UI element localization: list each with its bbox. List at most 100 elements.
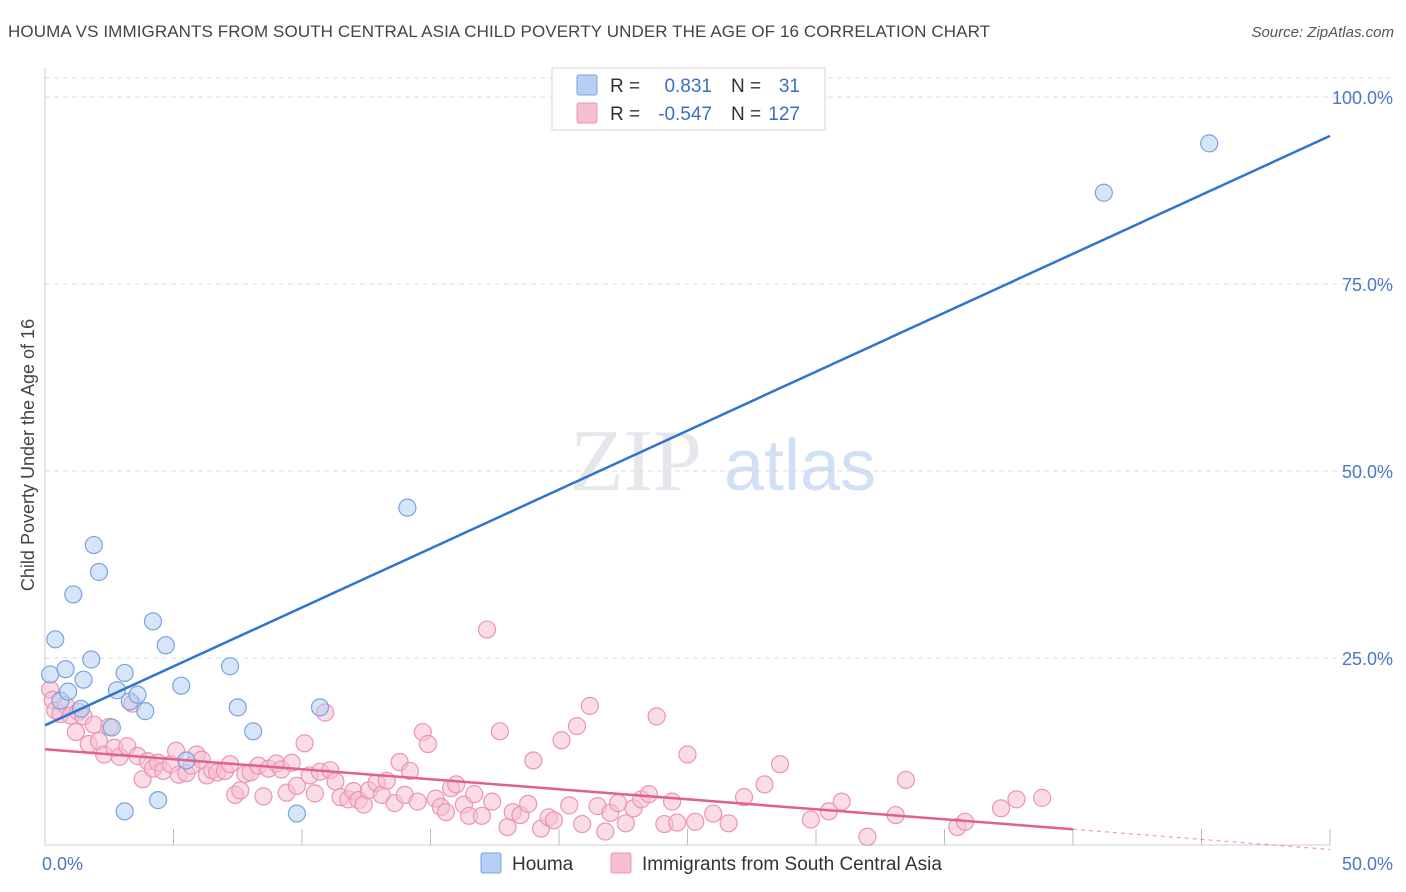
immigrants-point-99 [609, 794, 628, 813]
houma-point-25 [244, 722, 263, 741]
houma-point-13 [115, 663, 134, 683]
y-tick-label-3: 100.0% [1332, 88, 1393, 108]
legend-n-label-immigrants: N = [731, 104, 761, 125]
houma-point-16 [128, 685, 147, 704]
stats-legend: R = 0.831 N = 31 R = -0.547 N = 127 [551, 67, 826, 131]
houma-point-17 [136, 702, 155, 721]
immigrants-trend-extension [1072, 828, 1331, 851]
x-tick-label-1: 50.0% [1342, 854, 1393, 874]
houma-point-3 [56, 660, 75, 679]
immigrants-point-67 [400, 761, 420, 781]
immigrants-point-109 [686, 812, 705, 831]
immigrants-point-41 [254, 787, 273, 806]
immigrants-point-118 [858, 827, 877, 846]
legend-r-label-immigrants: R = [610, 104, 640, 125]
houma-point-21 [172, 676, 191, 695]
houma-point-30 [1200, 134, 1219, 153]
houma-trend-line [44, 134, 1331, 727]
immigrants-point-106 [662, 792, 682, 811]
immigrants-point-113 [755, 775, 774, 794]
immigrants-point-70 [418, 734, 438, 754]
houma-point-9 [84, 535, 103, 555]
y-tick-label-2: 75.0% [1342, 275, 1393, 295]
houma-point-20 [156, 636, 175, 655]
x-tick-label-0: 0.0% [42, 854, 83, 874]
houma-point-10 [89, 562, 109, 582]
immigrants-point-50 [305, 784, 324, 803]
houma-point-19 [148, 791, 168, 810]
immigrants-point-47 [287, 776, 306, 796]
immigrants-point-81 [483, 792, 502, 811]
houma-point-24 [228, 698, 247, 717]
houma-point-5 [64, 585, 83, 604]
immigrants-point-80 [477, 620, 497, 639]
immigrants-point-82 [490, 722, 509, 741]
y-tick-label-0: 25.0% [1342, 649, 1393, 669]
immigrants-point-92 [560, 796, 579, 815]
immigrants-point-95 [580, 696, 599, 715]
y-axis-label: Child Poverty Under the Age of 16 [18, 319, 38, 591]
legend-swatch-houma [576, 74, 598, 96]
houma-point-7 [74, 670, 93, 689]
series-legend-swatch-immigrants [610, 852, 632, 874]
source-credit: Source: ZipAtlas.com [1251, 24, 1394, 41]
houma-point-14 [115, 802, 134, 821]
legend-r-label-houma: R = [610, 76, 640, 97]
immigrants-point-110 [704, 804, 723, 823]
immigrants-point-87 [524, 751, 543, 770]
houma-point-23 [220, 657, 240, 676]
immigrants-points [41, 620, 1052, 846]
immigrants-point-75 [447, 775, 466, 794]
houma-point-26 [287, 804, 306, 823]
houma-point-4 [59, 682, 78, 701]
tick-labels: 25.0% 50.0% 75.0% 100.0% 0.0% 50.0% [42, 88, 1393, 874]
immigrants-point-73 [436, 802, 456, 822]
immigrants-point-91 [552, 731, 571, 750]
immigrants-point-114 [770, 755, 790, 774]
immigrants-point-111 [719, 814, 738, 833]
immigrants-point-94 [573, 814, 592, 834]
immigrants-point-90 [544, 811, 563, 830]
series-legend: Houma Immigrants from South Central Asia [480, 852, 942, 875]
immigrants-point-104 [647, 707, 666, 726]
series-legend-swatch-houma [480, 852, 502, 874]
legend-n-value-houma: 31 [779, 76, 800, 97]
immigrants-point-123 [991, 799, 1011, 818]
watermark-atlas: atlas [724, 426, 876, 506]
houma-point-27 [310, 698, 330, 717]
houma-point-0 [41, 665, 60, 684]
gridlines [45, 77, 1392, 659]
immigrants-point-108 [678, 745, 697, 764]
immigrants-point-103 [639, 785, 659, 804]
immigrants-point-6 [66, 722, 85, 742]
immigrants-point-115 [801, 810, 820, 829]
immigrants-trend-line [44, 748, 1074, 831]
legend-n-label-houma: N = [731, 76, 761, 97]
immigrants-point-68 [408, 792, 427, 811]
legend-r-value-immigrants: -0.547 [658, 104, 712, 125]
immigrants-point-100 [616, 814, 635, 833]
chart-title: HOUMA VS IMMIGRANTS FROM SOUTH CENTRAL A… [8, 22, 991, 41]
immigrants-point-37 [231, 781, 250, 800]
houma-point-29 [1094, 183, 1113, 202]
legend-n-value-immigrants: 127 [768, 104, 800, 125]
trend-lines [44, 134, 1331, 851]
zipatlas-watermark: ZIP atlas [570, 413, 876, 510]
immigrants-point-93 [567, 716, 587, 736]
immigrants-point-86 [519, 794, 538, 813]
legend-swatch-immigrants [576, 102, 598, 124]
houma-point-11 [102, 718, 121, 737]
y-tick-label-1: 50.0% [1342, 462, 1393, 482]
immigrants-point-112 [734, 788, 754, 807]
houma-point-1 [46, 630, 65, 649]
watermark-zip: ZIP [570, 413, 702, 510]
houma-point-18 [143, 612, 163, 631]
immigrants-point-117 [832, 792, 851, 811]
immigrants-point-107 [668, 813, 687, 832]
immigrants-point-10 [84, 715, 103, 734]
immigrants-point-78 [465, 785, 484, 804]
immigrants-point-120 [896, 770, 916, 790]
immigrants-point-79 [472, 806, 491, 825]
immigrants-point-97 [596, 822, 615, 841]
